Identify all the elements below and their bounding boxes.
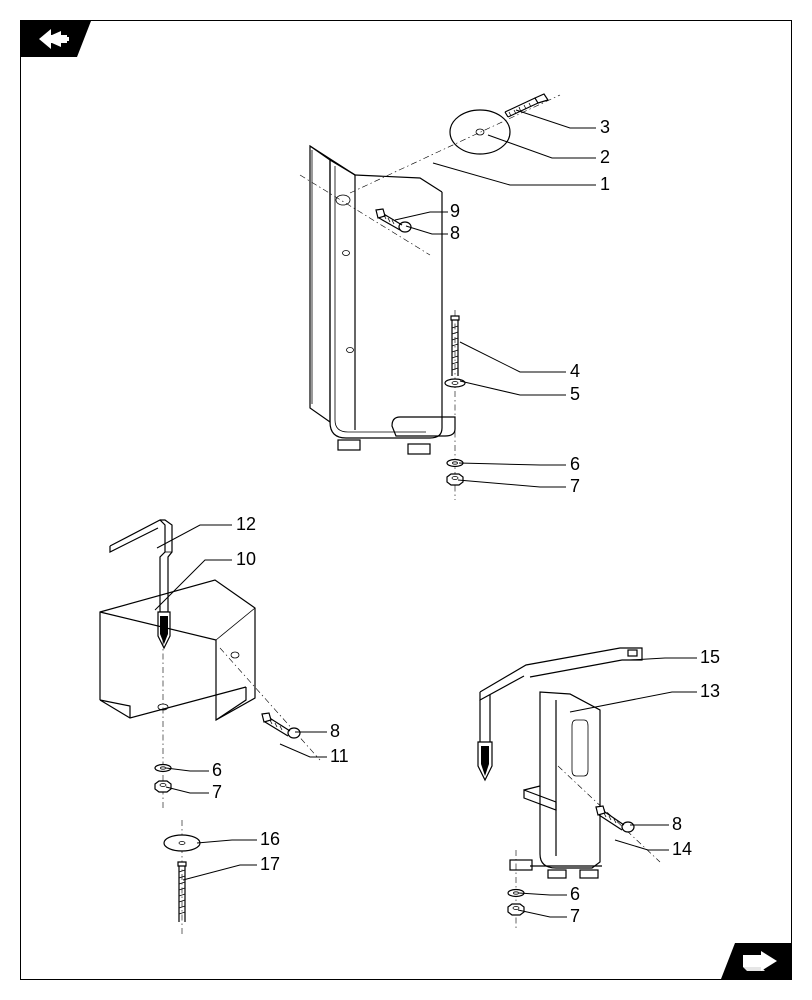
leader-line	[395, 212, 448, 220]
assembly-right	[478, 648, 660, 930]
callout-9: 9	[450, 201, 460, 221]
diagram-svg: 1234567891011121314151617678678	[0, 0, 812, 1000]
callout-labels: 1234567891011121314151617678678	[212, 117, 720, 926]
callout-10: 10	[236, 549, 256, 569]
callout-4: 4	[570, 361, 580, 381]
leader-line	[197, 840, 257, 843]
callout-11: 11	[330, 746, 349, 766]
part-7b-nut	[155, 781, 171, 792]
callout-7: 7	[570, 476, 580, 496]
callout-2: 2	[600, 147, 610, 167]
leader-line	[460, 342, 566, 372]
leader-line	[630, 658, 697, 660]
callout-8b: 8	[330, 721, 340, 741]
callout-3: 3	[600, 117, 610, 137]
callout-6c: 6	[570, 884, 580, 904]
part-2-washer-large	[450, 110, 510, 154]
leader-line	[155, 560, 232, 610]
callout-14: 14	[672, 839, 692, 859]
part-7c-nut	[508, 904, 524, 915]
part-10-bracket	[100, 580, 255, 720]
callout-17: 17	[260, 854, 280, 874]
callout-15: 15	[700, 647, 720, 667]
leader-line	[516, 110, 596, 128]
callout-5: 5	[570, 384, 580, 404]
leader-line	[519, 893, 567, 895]
part-14-bolt	[596, 806, 634, 832]
part-16-washer-large	[164, 835, 200, 851]
part-1-bracket	[300, 146, 455, 454]
callout-8c: 8	[672, 814, 682, 834]
page: 1234567891011121314151617678678	[0, 0, 812, 1000]
leader-line	[157, 525, 232, 548]
part-9-bolt	[376, 209, 411, 232]
leader-line	[459, 463, 566, 465]
callout-6b: 6	[212, 760, 222, 780]
leader-line	[166, 768, 209, 771]
callout-12: 12	[236, 514, 256, 534]
leader-line	[280, 744, 327, 757]
callout-7c: 7	[570, 906, 580, 926]
leader-line	[518, 910, 567, 917]
callout-1: 1	[600, 174, 610, 194]
callout-16: 16	[260, 829, 280, 849]
leader-line	[460, 381, 566, 395]
leader-line	[458, 480, 566, 487]
leader-line	[615, 840, 669, 850]
leader-line	[570, 692, 697, 712]
callout-6: 6	[570, 454, 580, 474]
part-12-strap	[110, 520, 172, 648]
callout-7b: 7	[212, 782, 222, 802]
part-15-strap	[478, 648, 642, 780]
assembly-top	[300, 94, 560, 500]
leader-line	[183, 865, 257, 880]
leader-line	[166, 787, 209, 793]
callout-13: 13	[700, 681, 720, 701]
callout-8: 8	[450, 223, 460, 243]
part-5-washer	[445, 379, 465, 387]
leader-line	[433, 163, 596, 185]
part-11-bolt	[262, 713, 300, 738]
part-13-bracket	[510, 692, 602, 878]
part-7-nut	[447, 474, 463, 485]
